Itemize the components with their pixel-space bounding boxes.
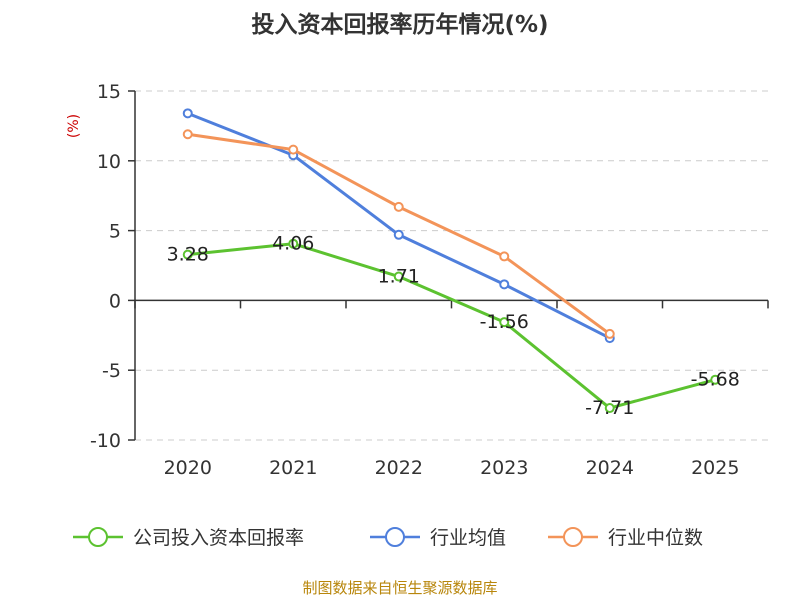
y-tick-label: 15: [97, 81, 121, 103]
data-point: [499, 251, 510, 262]
data-label: 4.06: [272, 233, 314, 255]
series-line: [187, 111, 611, 340]
y-tick-label: 0: [109, 290, 121, 312]
chart-title: 投入资本回报率历年情况(%): [251, 11, 548, 38]
data-point: [393, 201, 404, 212]
data-label: -5.68: [691, 369, 740, 391]
y-tick-label: -5: [102, 360, 121, 382]
data-point: [288, 238, 299, 249]
y-tick-label: 5: [109, 221, 121, 243]
series-line: [187, 242, 716, 410]
x-tick-label: 2021: [269, 457, 317, 479]
legend-label: 行业中位数: [608, 527, 703, 549]
axes: 15 10 5 0 -5 -10 2020 2021 2022 2023 2024 2025: [90, 81, 769, 479]
x-tick-label: 2024: [586, 457, 634, 479]
legend-marker: [385, 527, 405, 547]
data-point: [710, 374, 721, 385]
x-tick-label: 2023: [480, 457, 528, 479]
data-point: [288, 144, 299, 155]
data-labels: 3.28 4.06 1.71 -1.56 -7.71 -5.68: [167, 233, 740, 419]
data-label: -1.56: [480, 311, 529, 333]
legend-label: 行业均值: [430, 527, 506, 549]
y-tick-label: 10: [97, 151, 121, 173]
source-note: 制图数据来自恒生聚源数据库: [302, 579, 497, 597]
data-label: 3.28: [167, 244, 209, 266]
data-point: [604, 328, 615, 339]
data-point: [604, 403, 615, 414]
legend-label: 公司投入资本回报率: [133, 527, 304, 549]
legend-marker: [88, 527, 108, 547]
y-axis-label: (%): [66, 114, 82, 138]
x-tick-label: 2025: [691, 457, 739, 479]
data-point: [499, 317, 510, 328]
data-point: [182, 108, 193, 119]
x-tick-label: 2020: [164, 457, 212, 479]
legend[interactable]: 公司投入资本回报率 行业均值 行业中位数: [73, 527, 703, 549]
grid: [135, 90, 768, 441]
data-point: [182, 249, 193, 260]
legend-item[interactable]: 行业均值: [370, 527, 506, 549]
x-tick-label: 2022: [375, 457, 423, 479]
data-label: 1.71: [378, 266, 420, 288]
data-point: [393, 271, 404, 282]
legend-marker: [563, 527, 583, 547]
legend-item[interactable]: 行业中位数: [548, 527, 703, 549]
data-point: [499, 279, 510, 290]
data-point: [393, 229, 404, 240]
data-label: -7.71: [585, 397, 634, 419]
y-tick-label: -10: [90, 430, 121, 452]
legend-item[interactable]: 公司投入资本回报率: [73, 527, 304, 549]
series: [182, 108, 721, 414]
data-point: [182, 129, 193, 140]
